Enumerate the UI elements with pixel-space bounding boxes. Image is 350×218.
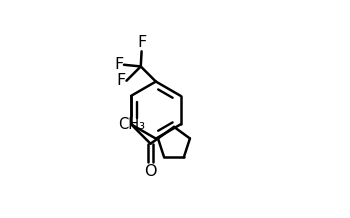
Text: O: O (144, 164, 157, 179)
Text: F: F (114, 57, 123, 72)
Text: F: F (137, 36, 146, 51)
Text: CH₃: CH₃ (118, 117, 145, 132)
Text: F: F (117, 73, 126, 88)
